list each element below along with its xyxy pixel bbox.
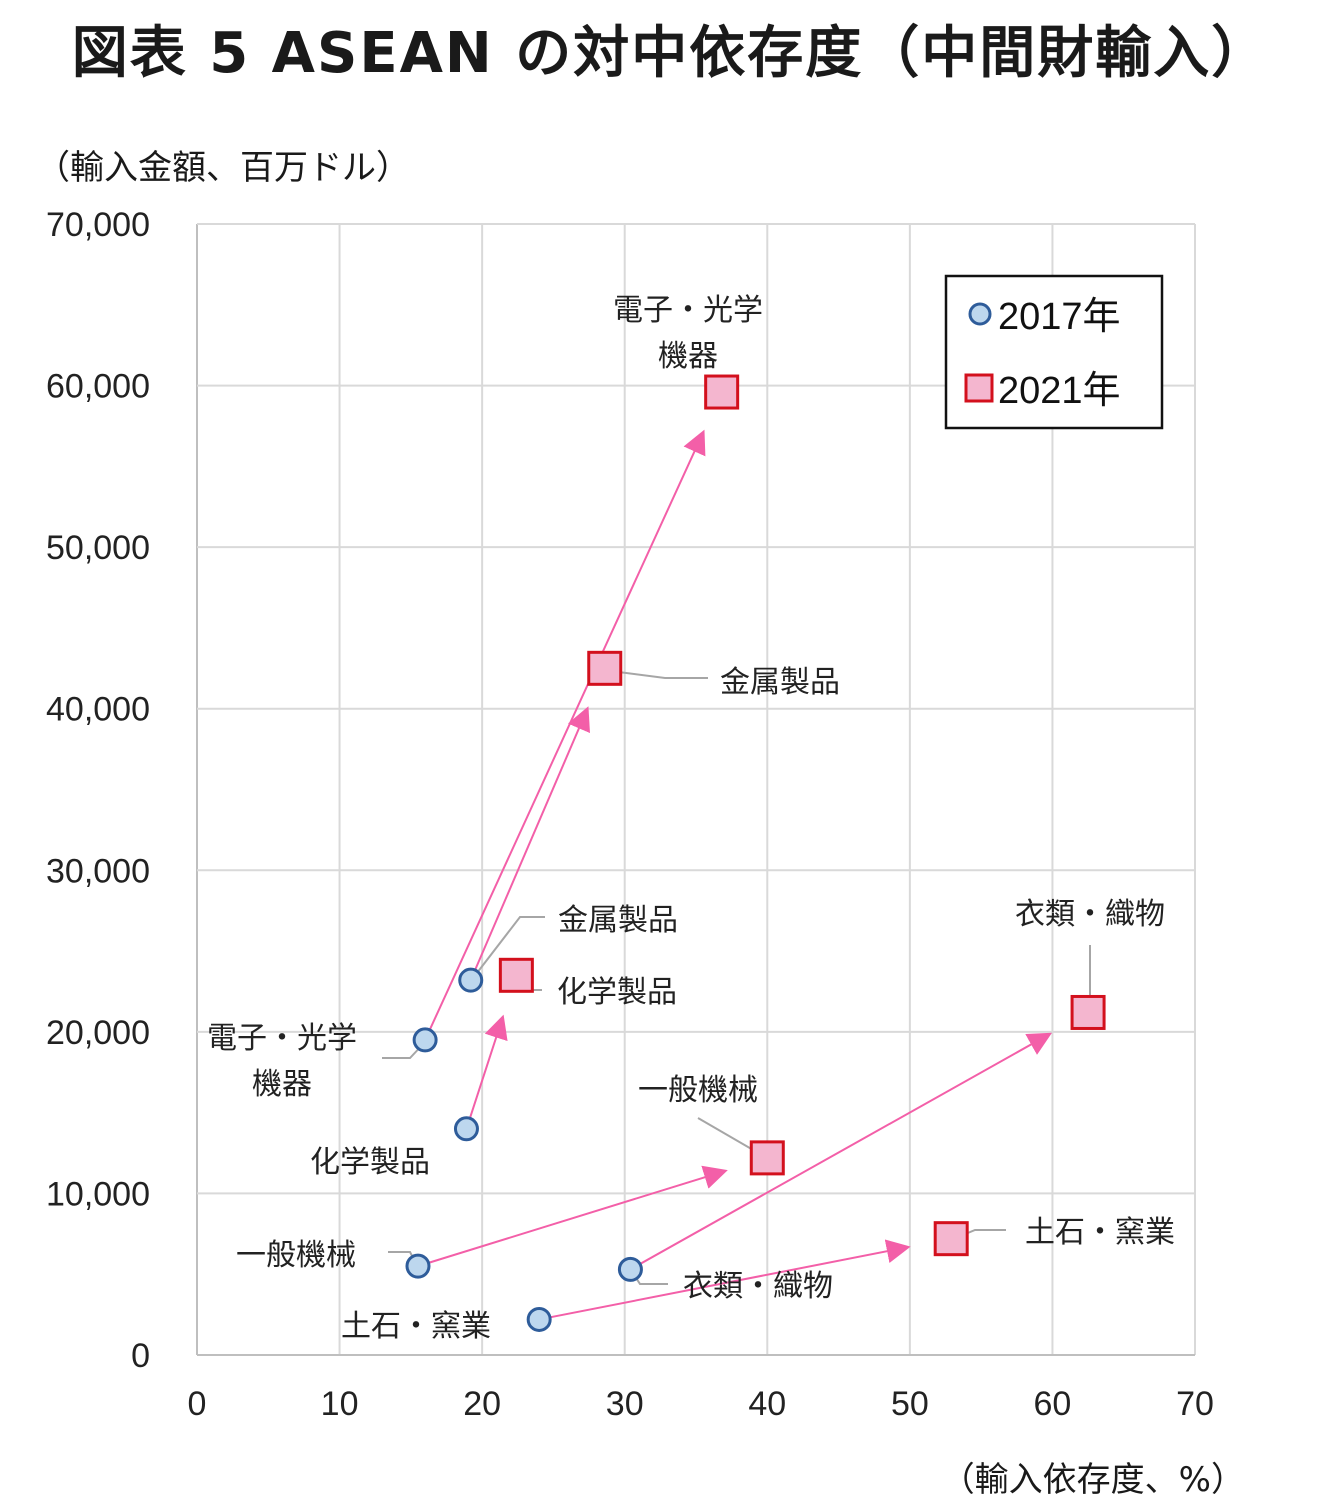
change-arrows <box>417 429 1053 1321</box>
legend-label-2021: 2021年 <box>998 370 1121 412</box>
chart-title: 図表 5 ASEAN の対中依存度（中間財輸入） <box>71 21 1270 86</box>
y-tick-label: 0 <box>131 1337 150 1375</box>
x-tick-label: 60 <box>1034 1385 1072 1423</box>
data-points <box>405 374 1106 1332</box>
axis-ticks: 0 10 20 30 40 50 60 70 0 10,000 20,000 30,000 40,000… <box>46 206 1214 1423</box>
x-tick-label: 70 <box>1176 1385 1214 1423</box>
point-2021 <box>749 1140 785 1176</box>
change-arrow <box>538 1239 911 1321</box>
legend: 2017年 2021年 <box>944 274 1164 430</box>
point-2021 <box>1070 994 1106 1030</box>
point-2021 <box>704 374 740 410</box>
point-2017 <box>405 1253 431 1279</box>
point-2017 <box>617 1256 643 1282</box>
change-arrow <box>465 1014 508 1130</box>
x-tick-label: 40 <box>748 1385 786 1423</box>
point-label: 金属製品 <box>558 903 678 938</box>
y-axis-label: （輸入金額、百万ドル） <box>36 148 410 188</box>
point-label: 衣類・織物 <box>683 1269 833 1304</box>
point-label: 一般機械 <box>638 1073 758 1108</box>
point-label: 一般機械 <box>236 1238 356 1273</box>
point-labels: 電子・光学機器金属製品化学製品一般機械衣類・織物土石・窯業電子・光学機器金属製品… <box>207 293 1175 1344</box>
y-tick-label: 10,000 <box>46 1175 150 1213</box>
point-2017 <box>458 967 484 993</box>
point-2017 <box>412 1027 438 1053</box>
y-tick-label: 60,000 <box>46 368 150 406</box>
legend-marker-2017 <box>968 302 992 326</box>
change-arrow <box>417 1165 728 1268</box>
point-label: 土石・窯業 <box>341 1309 491 1344</box>
legend-box <box>944 274 1164 430</box>
point-label: 金属製品 <box>720 665 840 700</box>
y-tick-label: 30,000 <box>46 852 150 890</box>
x-tick-label: 50 <box>891 1385 929 1423</box>
label-leader-line <box>602 669 708 679</box>
point-label: 電子・光学 <box>207 1021 357 1056</box>
y-tick-label: 20,000 <box>46 1014 150 1052</box>
change-arrow <box>424 429 706 1041</box>
point-label: 衣類・織物 <box>1015 897 1165 932</box>
point-label: 化学製品 <box>557 975 677 1010</box>
point-2017 <box>453 1116 479 1142</box>
legend-marker-2021 <box>964 373 994 403</box>
y-tick-label: 70,000 <box>46 206 150 244</box>
point-label: 電子・光学 <box>613 293 763 328</box>
y-tick-label: 50,000 <box>46 529 150 567</box>
point-label: 土石・窯業 <box>1025 1215 1175 1250</box>
point-2021 <box>587 650 623 686</box>
y-tick-label: 40,000 <box>46 691 150 729</box>
x-tick-label: 20 <box>463 1385 501 1423</box>
x-tick-label: 30 <box>606 1385 644 1423</box>
label-leader-line <box>469 916 545 983</box>
legend-label-2017: 2017年 <box>998 296 1121 338</box>
point-2017 <box>526 1306 552 1332</box>
label-leader-lines <box>382 669 1091 1285</box>
point-label: 機器 <box>658 339 718 374</box>
change-arrow <box>469 706 590 981</box>
point-2021 <box>498 957 534 993</box>
point-label: 化学製品 <box>310 1145 430 1180</box>
x-tick-label: 0 <box>188 1385 207 1423</box>
change-arrow <box>629 1032 1053 1271</box>
x-tick-label: 10 <box>321 1385 359 1423</box>
point-2021 <box>933 1221 969 1257</box>
point-label: 機器 <box>252 1067 312 1102</box>
x-axis-label: （輸入依存度、%） <box>940 1460 1245 1500</box>
